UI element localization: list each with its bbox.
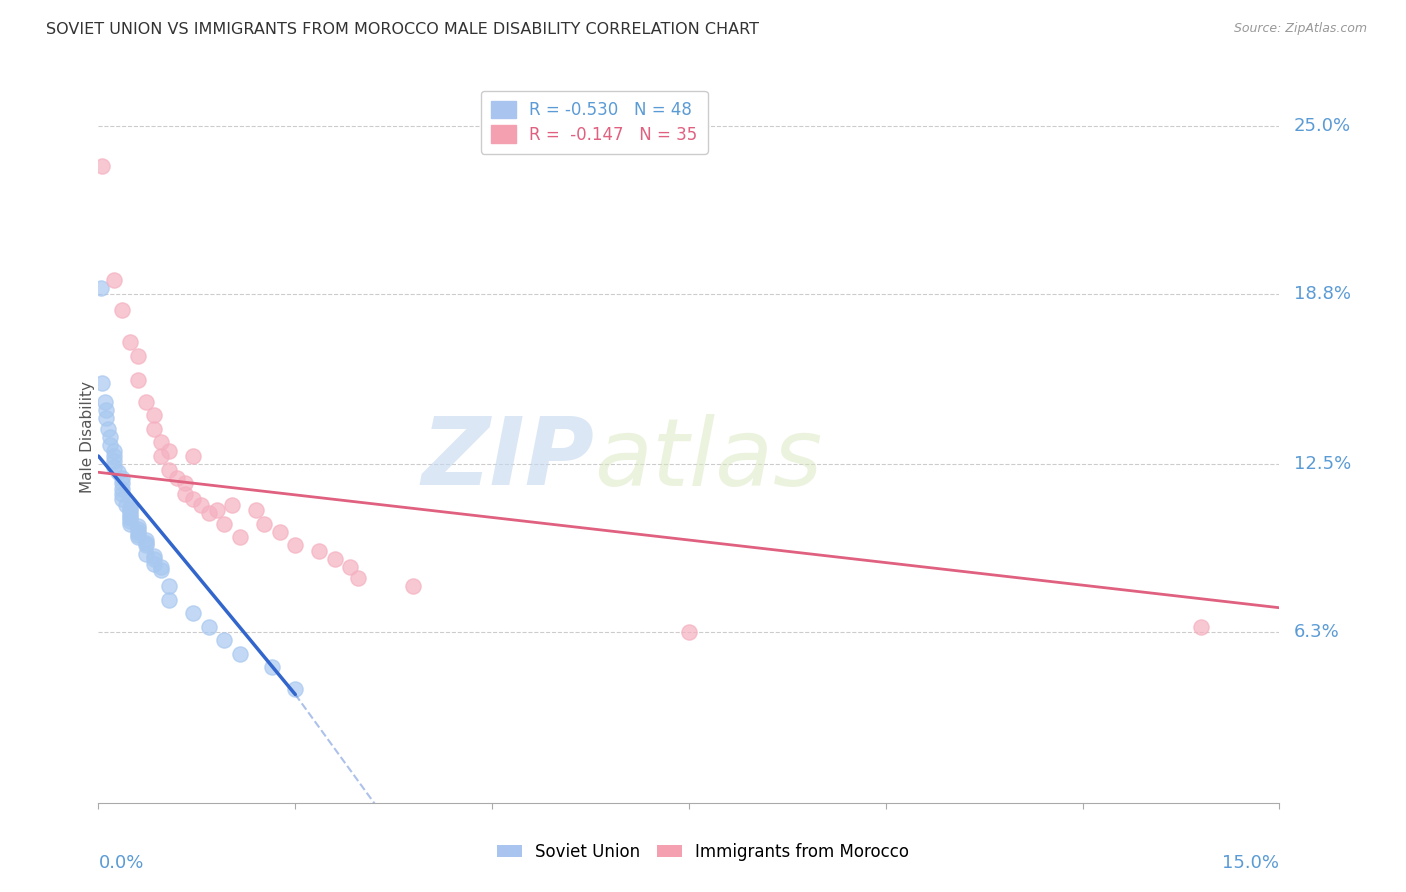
Point xyxy=(166,471,188,485)
Point xyxy=(118,503,141,517)
Point xyxy=(127,524,149,539)
Point xyxy=(135,538,157,552)
Point xyxy=(150,449,173,463)
Point xyxy=(98,438,121,452)
Point xyxy=(142,549,165,564)
Point xyxy=(91,159,114,173)
Point xyxy=(197,506,219,520)
Point xyxy=(127,373,149,387)
Point xyxy=(229,530,252,544)
Point xyxy=(103,443,125,458)
Point xyxy=(127,527,149,541)
Point xyxy=(229,647,252,661)
Point xyxy=(678,625,700,640)
Point xyxy=(93,395,115,409)
Point xyxy=(118,506,141,520)
Point xyxy=(150,563,173,577)
Text: ZIP: ZIP xyxy=(422,413,595,505)
Point xyxy=(174,476,197,491)
Point xyxy=(142,409,165,423)
Point xyxy=(135,533,157,547)
Point xyxy=(127,522,149,536)
Legend: R = -0.530   N = 48, R =  -0.147   N = 35: R = -0.530 N = 48, R = -0.147 N = 35 xyxy=(481,91,707,153)
Point xyxy=(181,449,204,463)
Point xyxy=(111,302,134,317)
Point xyxy=(127,349,149,363)
Text: 12.5%: 12.5% xyxy=(1294,455,1351,473)
Text: 6.3%: 6.3% xyxy=(1294,624,1340,641)
Point xyxy=(339,560,361,574)
Text: atlas: atlas xyxy=(595,414,823,505)
Point xyxy=(118,335,141,350)
Point xyxy=(91,376,114,390)
Point xyxy=(157,462,180,476)
Point xyxy=(214,633,236,648)
Point xyxy=(190,498,212,512)
Point xyxy=(115,498,138,512)
Point xyxy=(103,459,125,474)
Point xyxy=(157,579,180,593)
Point xyxy=(127,530,149,544)
Y-axis label: Male Disability: Male Disability xyxy=(80,381,94,493)
Point xyxy=(402,579,425,593)
Point xyxy=(205,503,228,517)
Point xyxy=(284,538,307,552)
Point xyxy=(107,465,129,479)
Point xyxy=(323,552,346,566)
Point xyxy=(96,411,118,425)
Point xyxy=(157,592,180,607)
Point xyxy=(118,514,141,528)
Text: 15.0%: 15.0% xyxy=(1222,854,1279,872)
Point xyxy=(98,430,121,444)
Point xyxy=(142,422,165,436)
Point xyxy=(245,503,267,517)
Point xyxy=(111,476,134,491)
Point xyxy=(135,535,157,549)
Point xyxy=(97,422,120,436)
Point xyxy=(111,482,134,496)
Point xyxy=(135,395,157,409)
Point xyxy=(1189,620,1212,634)
Point xyxy=(90,281,112,295)
Point xyxy=(157,443,180,458)
Text: SOVIET UNION VS IMMIGRANTS FROM MOROCCO MALE DISABILITY CORRELATION CHART: SOVIET UNION VS IMMIGRANTS FROM MOROCCO … xyxy=(46,22,759,37)
Point xyxy=(174,487,197,501)
Point xyxy=(308,544,330,558)
Text: 18.8%: 18.8% xyxy=(1294,285,1351,302)
Point xyxy=(103,273,125,287)
Point xyxy=(118,516,141,531)
Text: Source: ZipAtlas.com: Source: ZipAtlas.com xyxy=(1233,22,1367,36)
Point xyxy=(269,524,291,539)
Point xyxy=(135,547,157,561)
Text: 0.0%: 0.0% xyxy=(98,854,143,872)
Point xyxy=(142,558,165,572)
Point xyxy=(260,660,283,674)
Point xyxy=(214,516,236,531)
Point xyxy=(111,487,134,501)
Point xyxy=(96,403,118,417)
Point xyxy=(103,449,125,463)
Point xyxy=(150,560,173,574)
Point xyxy=(118,511,141,525)
Point xyxy=(197,620,219,634)
Point xyxy=(111,492,134,507)
Point xyxy=(284,681,307,696)
Point xyxy=(181,606,204,620)
Point xyxy=(103,454,125,468)
Point xyxy=(142,552,165,566)
Point xyxy=(118,508,141,523)
Point xyxy=(111,471,134,485)
Legend: Soviet Union, Immigrants from Morocco: Soviet Union, Immigrants from Morocco xyxy=(491,837,915,868)
Point xyxy=(150,435,173,450)
Point xyxy=(221,498,243,512)
Point xyxy=(181,492,204,507)
Point xyxy=(118,500,141,515)
Point xyxy=(253,516,276,531)
Point xyxy=(127,519,149,533)
Text: 25.0%: 25.0% xyxy=(1294,117,1351,135)
Point xyxy=(347,571,370,585)
